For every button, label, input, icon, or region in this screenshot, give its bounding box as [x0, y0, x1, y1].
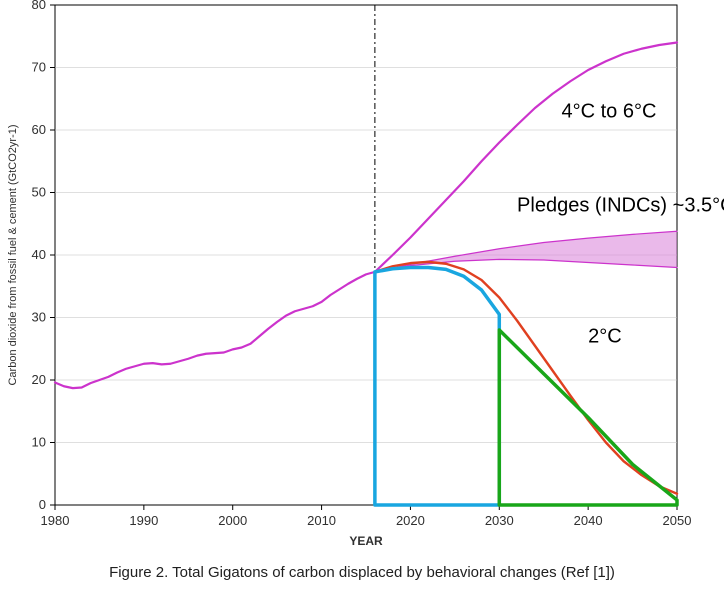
- y-tick-label: 50: [32, 185, 46, 200]
- annotation-0: 4°C to 6°C: [561, 101, 656, 123]
- y-tick-label: 40: [32, 247, 46, 262]
- y-tick-label: 80: [32, 0, 46, 12]
- y-tick-label: 30: [32, 310, 46, 325]
- x-tick-label: 2030: [485, 513, 514, 528]
- x-tick-label: 2010: [307, 513, 336, 528]
- annotation-1: Pledges (INDCs) ~3.5°C: [517, 194, 724, 216]
- x-tick-label: 1990: [129, 513, 158, 528]
- x-axis-label: YEAR: [349, 534, 383, 548]
- figure-caption: Figure 2. Total Gigatons of carbon displ…: [0, 564, 724, 581]
- x-tick-label: 1980: [41, 513, 70, 528]
- y-tick-label: 0: [39, 497, 46, 512]
- emissions-chart: 0102030405060708019801990200020102020203…: [0, 0, 724, 560]
- y-tick-label: 70: [32, 60, 46, 75]
- x-tick-label: 2040: [574, 513, 603, 528]
- y-tick-label: 20: [32, 372, 46, 387]
- annotation-2: 2°C: [588, 326, 622, 348]
- x-tick-label: 2050: [663, 513, 692, 528]
- x-tick-label: 2020: [396, 513, 425, 528]
- x-tick-label: 2000: [218, 513, 247, 528]
- y-tick-label: 10: [32, 435, 46, 450]
- y-tick-label: 60: [32, 122, 46, 137]
- y-axis-label: Carbon dioxide from fossil fuel & cement…: [7, 124, 19, 385]
